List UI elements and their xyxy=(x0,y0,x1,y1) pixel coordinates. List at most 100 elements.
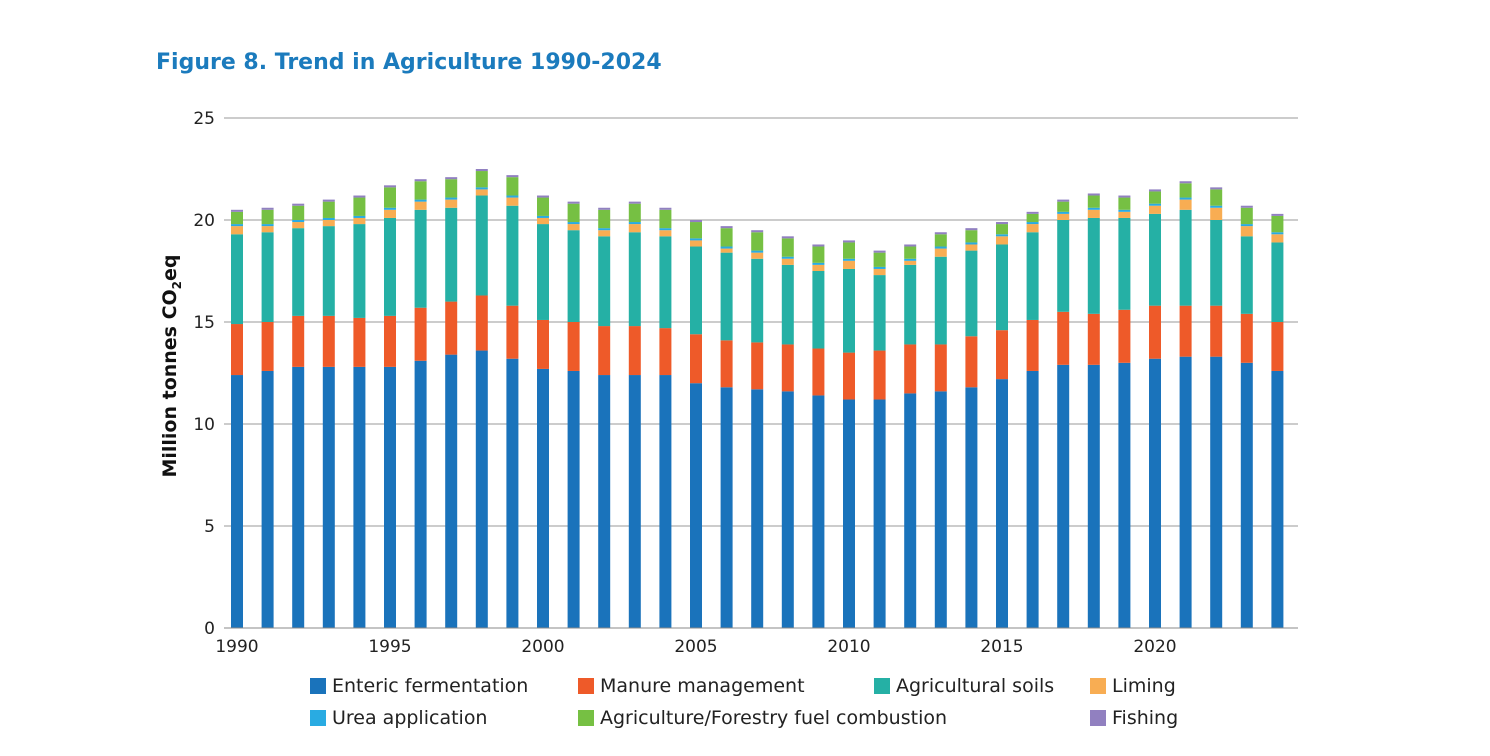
bar-segment xyxy=(445,301,458,355)
bar-stack-2012 xyxy=(904,244,917,628)
bar-segment xyxy=(781,344,794,392)
bar-segment xyxy=(322,226,335,316)
x-tick-label: 2010 xyxy=(827,637,870,657)
figure-title: Figure 8. Trend in Agriculture 1990-2024 xyxy=(156,50,662,75)
bar-segment xyxy=(1057,220,1070,312)
bar-segment xyxy=(965,387,978,628)
bar-segment xyxy=(384,185,396,188)
bar-segment xyxy=(812,244,825,247)
bar-segment xyxy=(475,171,488,188)
bar-segment xyxy=(781,256,794,259)
bar-segment xyxy=(231,211,243,225)
bar-stack-2007 xyxy=(751,230,764,628)
bars xyxy=(231,169,1284,628)
bar-segment xyxy=(445,354,458,628)
bar-segment xyxy=(1026,319,1039,371)
bar-stack-2002 xyxy=(598,207,611,628)
bar-segment xyxy=(659,328,672,376)
y-axis-label: Million tonnes CO2eq xyxy=(159,254,184,477)
bar-segment xyxy=(231,226,243,235)
bar-segment xyxy=(934,391,947,628)
bar-segment xyxy=(598,230,611,237)
bar-stack-1993 xyxy=(322,199,335,628)
bar-segment xyxy=(934,232,947,235)
bar-segment xyxy=(1271,242,1284,322)
bar-segment xyxy=(414,209,427,308)
bar-stack-1994 xyxy=(353,195,366,628)
bar-segment xyxy=(1118,362,1131,628)
legend-item-manure-management: Manure management xyxy=(578,672,805,700)
bar-segment xyxy=(1026,224,1039,233)
legend-swatch xyxy=(310,678,326,694)
bar-segment xyxy=(322,199,335,202)
y-tick-label: 5 xyxy=(204,517,215,537)
bar-segment xyxy=(1118,211,1131,218)
bar-segment xyxy=(996,379,1008,628)
bar-segment xyxy=(322,220,335,227)
bar-segment xyxy=(567,201,580,204)
bar-segment xyxy=(1210,220,1223,306)
bar-segment xyxy=(353,195,366,198)
bar-segment xyxy=(261,207,274,210)
bar-stack-2001 xyxy=(567,201,580,628)
bar-segment xyxy=(720,252,733,341)
bar-segment xyxy=(292,222,305,229)
bar-segment xyxy=(1057,364,1070,628)
bar-segment xyxy=(751,250,764,253)
bar-stack-1991 xyxy=(261,207,274,628)
bar-segment xyxy=(1057,311,1070,365)
legend-item-urea-application: Urea application xyxy=(310,704,487,732)
bar-stack-2021 xyxy=(1179,181,1192,628)
bar-segment xyxy=(567,222,580,225)
bar-segment xyxy=(1026,213,1039,223)
legend-item-enteric-fermentation: Enteric fermentation xyxy=(310,672,528,700)
y-tick-label: 15 xyxy=(193,313,215,333)
bar-segment xyxy=(384,315,396,367)
bar-segment xyxy=(965,242,978,245)
bar-stack-2013 xyxy=(934,232,947,628)
bar-segment xyxy=(231,375,243,628)
bar-segment xyxy=(690,246,702,335)
bar-segment xyxy=(659,230,672,237)
bar-segment xyxy=(934,246,947,249)
bar-segment xyxy=(690,334,702,384)
bar-segment xyxy=(1118,197,1131,210)
x-tick-label: 1990 xyxy=(215,637,258,657)
bar-segment xyxy=(843,268,855,353)
legend-swatch xyxy=(874,678,890,694)
bar-segment xyxy=(781,264,794,345)
bar-segment xyxy=(353,197,366,216)
bar-segment xyxy=(384,217,396,316)
bar-segment xyxy=(1240,236,1253,314)
bar-stack-1996 xyxy=(414,179,427,628)
bar-segment xyxy=(628,232,641,327)
bar-stack-2017 xyxy=(1057,199,1070,628)
bar-segment xyxy=(720,228,733,247)
bar-segment xyxy=(1271,213,1284,216)
bar-segment xyxy=(812,262,825,265)
bar-segment xyxy=(231,234,243,325)
bar-segment xyxy=(965,244,978,251)
bar-segment xyxy=(843,258,855,261)
bar-segment xyxy=(720,248,733,253)
bar-segment xyxy=(628,375,641,628)
bar-segment xyxy=(506,205,519,306)
bar-segment xyxy=(384,207,396,210)
bar-segment xyxy=(445,177,458,180)
bar-segment xyxy=(1026,370,1039,628)
bar-stack-1999 xyxy=(506,175,519,628)
bar-segment xyxy=(1149,191,1161,204)
bar-segment xyxy=(1026,222,1039,225)
bar-segment xyxy=(1210,356,1223,628)
bar-segment xyxy=(751,342,764,390)
bar-segment xyxy=(1149,358,1161,628)
bar-segment xyxy=(843,260,855,269)
bar-segment xyxy=(261,232,274,322)
bar-segment xyxy=(261,370,274,628)
bar-segment xyxy=(1057,199,1070,202)
bar-segment xyxy=(720,340,733,388)
bar-segment xyxy=(598,228,611,231)
bar-segment xyxy=(720,246,733,249)
bar-segment xyxy=(261,322,274,371)
